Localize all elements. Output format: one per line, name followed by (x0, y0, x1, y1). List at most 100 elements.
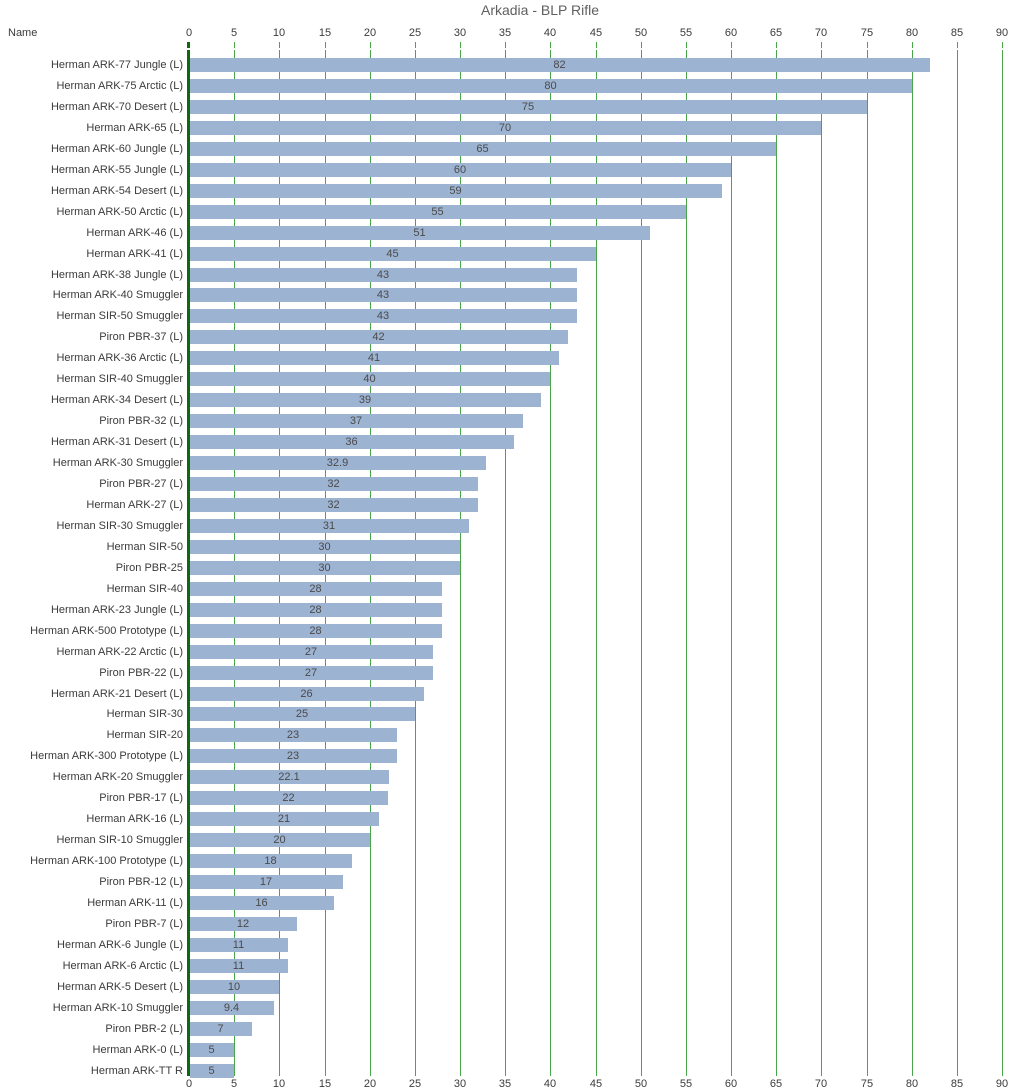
category-label: Herman ARK-16 (L) (86, 813, 183, 825)
bar-value-label: 43 (376, 310, 390, 322)
x-axis-tick-mark (234, 42, 235, 48)
bar (190, 226, 650, 240)
bar-value-label: 28 (309, 604, 322, 616)
category-label: Herman ARK-34 Desert (L) (50, 394, 183, 406)
bar (190, 414, 523, 428)
bar-value-label: 10 (227, 981, 241, 993)
gridline (686, 50, 687, 1076)
gridline (912, 50, 913, 1076)
bar (190, 959, 288, 973)
gridline (505, 50, 506, 1076)
category-label: Piron PBR-32 (L) (99, 415, 183, 427)
x-axis-top-tick-label: 10 (272, 27, 286, 39)
bar (190, 456, 486, 470)
bar (190, 917, 297, 931)
category-label: Herman ARK-41 (L) (86, 248, 183, 260)
bar-value-label: 26 (300, 688, 313, 700)
x-axis-bottom-tick-label: 10 (272, 1078, 286, 1090)
bar-value-label: 25 (295, 708, 309, 720)
bar (190, 624, 442, 638)
category-label: Herman ARK-TT R (90, 1065, 183, 1077)
bar-value-label: 59 (449, 185, 462, 197)
x-axis-bottom-tick-label: 90 (995, 1078, 1009, 1090)
bar-value-label: 27 (304, 667, 318, 679)
x-axis-tick-mark (325, 42, 326, 48)
bar-value-label: 11 (232, 939, 245, 951)
bar-value-label: 43 (376, 269, 390, 281)
category-label: Piron PBR-27 (L) (99, 478, 183, 490)
x-axis-top-tick-label: 35 (498, 27, 512, 39)
category-label: Herman ARK-70 Desert (L) (50, 101, 183, 113)
x-axis-top-tick-label: 90 (995, 27, 1009, 39)
bar (190, 1064, 234, 1078)
category-label: Herman SIR-40 Smuggler (56, 373, 183, 385)
bar-value-label: 65 (476, 143, 489, 155)
bar (190, 330, 568, 344)
bar-value-label: 30 (318, 562, 331, 574)
x-axis-bottom-tick-label: 30 (453, 1078, 467, 1090)
bar (190, 833, 370, 847)
category-label: Herman ARK-77 Jungle (L) (50, 59, 183, 71)
gridline (776, 50, 777, 1076)
x-axis-top-tick-label: 20 (363, 27, 377, 39)
bar-value-label: 22 (282, 792, 295, 804)
bar-value-label: 17 (259, 876, 273, 888)
x-axis-bottom-tick-label: 60 (724, 1078, 738, 1090)
category-label: Herman ARK-55 Jungle (L) (50, 164, 183, 176)
bar (190, 791, 388, 805)
bar (190, 79, 912, 93)
bar (190, 1001, 274, 1015)
bar-value-label: 40 (363, 373, 376, 385)
bar (190, 749, 397, 763)
category-label: Herman SIR-10 Smuggler (56, 834, 183, 846)
x-axis-bottom-tick-label: 85 (950, 1078, 964, 1090)
bar-value-label: 55 (431, 206, 444, 218)
x-axis-tick-mark (686, 42, 687, 48)
gridline (550, 50, 551, 1076)
bar-value-label: 16 (255, 897, 268, 909)
category-label: Piron PBR-2 (L) (105, 1023, 183, 1035)
bar (190, 121, 821, 135)
category-label: Piron PBR-7 (L) (105, 918, 183, 930)
gridline (731, 50, 732, 1076)
x-axis-top-tick-label: 55 (679, 27, 693, 39)
x-axis-tick-mark (279, 42, 280, 48)
y-axis-header: Name (8, 27, 38, 39)
x-axis-bottom-tick-label: 45 (589, 1078, 603, 1090)
bar (190, 582, 442, 596)
x-axis-top-tick-label: 0 (185, 27, 193, 39)
x-axis-top-tick-label: 50 (634, 27, 648, 39)
bar (190, 687, 424, 701)
bar (190, 666, 433, 680)
bar-value-label: 9.4 (223, 1002, 240, 1014)
bar (190, 309, 577, 323)
category-label: Herman ARK-65 (L) (86, 122, 183, 134)
bar (190, 58, 930, 72)
bar (190, 163, 731, 177)
bar-value-label: 27 (304, 646, 318, 658)
x-axis-bottom-tick-label: 0 (185, 1078, 193, 1090)
bar (190, 770, 389, 784)
x-axis-tick-mark (550, 42, 551, 48)
bar (190, 100, 867, 114)
category-label: Herman ARK-6 Jungle (L) (57, 939, 183, 951)
bar-value-label: 51 (413, 227, 426, 239)
x-axis-tick-mark (505, 42, 506, 48)
category-label: Piron PBR-17 (L) (99, 792, 183, 804)
bar (190, 707, 415, 721)
x-axis-top-tick-label: 60 (724, 27, 738, 39)
x-axis-bottom-tick-label: 40 (543, 1078, 557, 1090)
category-label: Herman ARK-54 Desert (L) (50, 185, 183, 197)
bar-value-label: 23 (286, 750, 300, 762)
category-label: Herman ARK-46 (L) (86, 227, 183, 239)
bar-value-label: 80 (544, 80, 557, 92)
x-axis-tick-mark (957, 42, 958, 48)
category-label: Herman ARK-40 Smuggler (52, 289, 183, 301)
zero-axis-line (187, 50, 190, 1076)
x-axis-bottom-tick-label: 35 (498, 1078, 512, 1090)
x-axis-tick-mark (821, 42, 822, 48)
bar (190, 288, 577, 302)
x-axis-bottom-tick-label: 55 (679, 1078, 693, 1090)
category-label: Herman ARK-21 Desert (L) (50, 688, 183, 700)
bar-value-label: 43 (376, 289, 390, 301)
